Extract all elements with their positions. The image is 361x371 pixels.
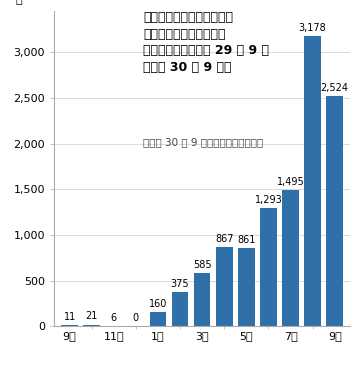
Text: （平成 30 年 9 月は集計途中の件数）: （平成 30 年 9 月は集計途中の件数） [143,137,263,147]
Text: 2,524: 2,524 [321,83,349,93]
Text: 0: 0 [133,313,139,323]
Bar [150,312,166,326]
Bar [326,96,343,326]
Text: 867: 867 [215,234,234,244]
Text: 3,178: 3,178 [299,23,326,33]
Text: 11: 11 [64,312,76,322]
Text: 6: 6 [111,313,117,323]
Bar [260,208,277,326]
Bar [216,247,232,326]
Bar [194,273,210,326]
Bar [304,36,321,326]
Bar [61,325,78,326]
Bar [172,292,188,326]
Text: 861: 861 [237,234,256,244]
Text: 375: 375 [171,279,190,289]
Bar [83,325,100,326]
Text: 585: 585 [193,260,212,270]
Bar [238,248,255,326]
Text: 「法務省管轄支局」からの
架空請求ハガキに関する
都内相談件数（平成 29 年 9 月
～平成 30 年 9 月）: 「法務省管轄支局」からの 架空請求ハガキに関する 都内相談件数（平成 29 年 … [143,11,269,73]
Y-axis label: 件: 件 [15,0,22,5]
Text: 1,293: 1,293 [255,195,282,205]
Bar [282,190,299,326]
Text: 160: 160 [149,299,167,309]
Text: 1,495: 1,495 [277,177,304,187]
Text: 21: 21 [86,311,98,321]
